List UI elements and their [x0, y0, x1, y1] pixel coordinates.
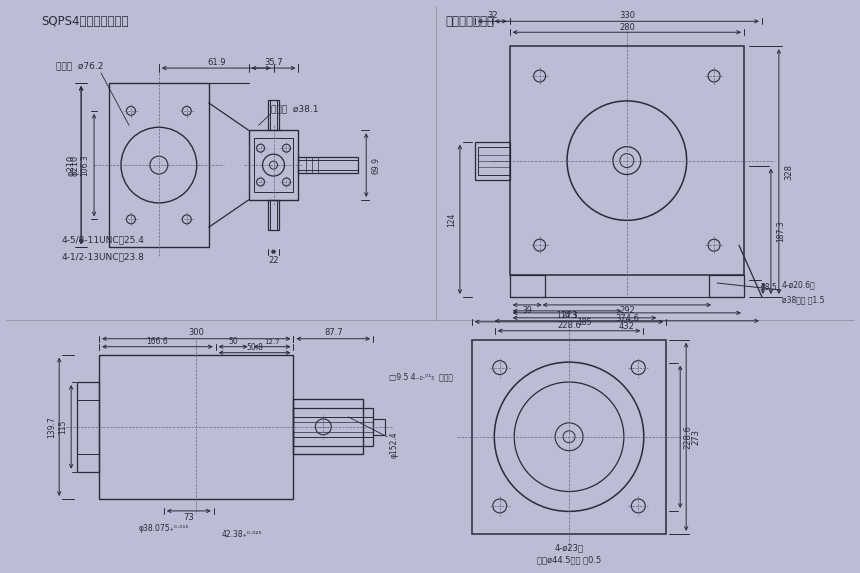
Bar — [269, 200, 278, 230]
Text: 228.6: 228.6 — [684, 425, 692, 449]
Text: 300: 300 — [188, 328, 204, 337]
Bar — [249, 130, 298, 200]
Text: 22: 22 — [268, 256, 279, 265]
Bar — [254, 138, 293, 192]
Text: （脚架安装型）: （脚架安装型） — [445, 15, 494, 28]
Text: 185: 185 — [577, 319, 592, 327]
Text: 4-5/8-11UNC淲25.4: 4-5/8-11UNC淲25.4 — [61, 236, 144, 245]
Bar — [475, 142, 510, 179]
Text: ø38沉孔 淲1.5: ø38沉孔 淲1.5 — [782, 296, 825, 304]
Text: 61.9: 61.9 — [207, 58, 225, 66]
Text: 292: 292 — [619, 307, 635, 315]
Text: 124: 124 — [447, 212, 457, 226]
Bar — [298, 160, 359, 170]
Bar — [478, 147, 510, 175]
Text: 87.7: 87.7 — [324, 328, 342, 337]
Bar — [293, 399, 363, 454]
Bar — [99, 355, 293, 499]
Text: 39: 39 — [522, 307, 532, 315]
Text: 273: 273 — [691, 429, 701, 445]
Text: 166.6: 166.6 — [146, 337, 169, 346]
Text: 50: 50 — [228, 337, 238, 346]
Text: 28.5: 28.5 — [760, 284, 777, 292]
Bar — [472, 340, 666, 534]
Text: 32: 32 — [487, 11, 498, 20]
Text: 4-ø20.6孔: 4-ø20.6孔 — [782, 281, 815, 289]
Text: 35.7: 35.7 — [264, 58, 283, 66]
Text: 115: 115 — [58, 419, 68, 434]
Text: 4-1/2-13UNC淲23.8: 4-1/2-13UNC淲23.8 — [61, 253, 144, 262]
Text: φ210: φ210 — [71, 155, 80, 176]
Text: □9.5 4₋₀⋅⁰¹₅  平行键: □9.5 4₋₀⋅⁰¹₅ 平行键 — [389, 372, 453, 381]
Text: 273: 273 — [561, 311, 577, 320]
Text: 42.38₊⁰·⁰²⁵: 42.38₊⁰·⁰²⁵ — [221, 530, 262, 539]
Bar — [298, 157, 359, 173]
Bar — [510, 275, 544, 297]
Bar — [373, 419, 385, 435]
Text: 排油口  ø38.1: 排油口 ø38.1 — [271, 104, 318, 113]
Text: φ152.4: φ152.4 — [389, 431, 398, 458]
Text: 12.7: 12.7 — [264, 339, 280, 345]
Bar — [510, 46, 744, 275]
Text: 69.9: 69.9 — [372, 156, 381, 174]
Text: 4-ø23孔: 4-ø23孔 — [555, 543, 584, 552]
Text: 328: 328 — [784, 163, 793, 179]
Text: 吸油口  ø76.2: 吸油口 ø76.2 — [56, 61, 103, 70]
Text: 187.3: 187.3 — [777, 221, 785, 242]
Text: 280: 280 — [619, 23, 635, 32]
Text: φ210: φ210 — [67, 155, 76, 176]
Text: 114.3: 114.3 — [556, 311, 578, 320]
Bar — [710, 275, 744, 297]
Bar — [109, 83, 209, 247]
Text: 330: 330 — [619, 11, 635, 20]
Bar — [269, 100, 278, 130]
Text: 228.6: 228.6 — [557, 321, 581, 330]
Text: SQPS4（法兰安装型）: SQPS4（法兰安装型） — [41, 15, 129, 28]
Text: 106.3: 106.3 — [81, 154, 89, 176]
Bar — [293, 408, 373, 446]
Bar — [267, 100, 280, 130]
Text: 73: 73 — [183, 513, 194, 523]
Text: 432: 432 — [619, 322, 635, 331]
Text: 背面ø44.5沉孔 淲0.5: 背面ø44.5沉孔 淲0.5 — [537, 555, 601, 564]
Text: 139.7: 139.7 — [46, 416, 56, 438]
Bar — [267, 200, 280, 230]
Bar — [77, 382, 99, 472]
Text: 50.8: 50.8 — [246, 343, 263, 352]
Text: φ38.075₊⁰·⁰¹⁵: φ38.075₊⁰·⁰¹⁵ — [138, 524, 189, 533]
Text: 374.6: 374.6 — [615, 315, 639, 323]
